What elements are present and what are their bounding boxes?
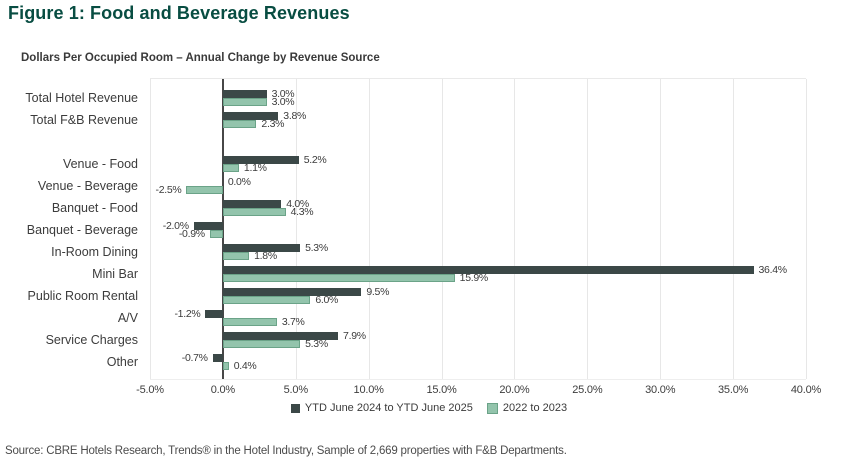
x-tick-label: -5.0% [136, 384, 164, 396]
category-label: Mini Bar [92, 266, 138, 281]
legend-label-2022-2023: 2022 to 2023 [502, 402, 568, 414]
chart-subtitle: Dollars Per Occupied Room – Annual Chang… [21, 52, 380, 64]
x-axis: -5.0% 0.0% 5.0% 10.0% 15.0% 20.0% 25.0% 30.0% 35… [0, 384, 858, 398]
category-label: Total F&B Revenue [30, 112, 138, 127]
bar-ytd [222, 156, 299, 164]
legend-swatch-dark-icon [290, 403, 300, 413]
category-label: Total Hotel Revenue [25, 90, 138, 105]
category-label: Venue - Beverage [37, 178, 138, 193]
category-label: Public Room Rental [27, 288, 138, 303]
bar-ytd [212, 354, 223, 362]
x-tick-label: 30.0% [645, 384, 676, 396]
legend-label-ytd: YTD June 2024 to YTD June 2025 [304, 402, 473, 414]
bar-2022-2023 [222, 98, 267, 106]
value-label: 0.0% [227, 176, 251, 188]
value-label: 1.1% [243, 162, 267, 174]
value-label: -2.0% [162, 220, 189, 232]
value-label: -0.9% [178, 228, 205, 240]
bar-2022-2023 [222, 274, 455, 282]
value-label: 3.8% [283, 110, 307, 122]
bar-ytd [222, 200, 282, 208]
bar-2022-2023 [222, 208, 286, 216]
value-label: 7.9% [343, 330, 366, 342]
x-tick-label: 25.0% [572, 384, 603, 396]
gridline [150, 79, 151, 379]
chart: 3.0% 3.0% 3.8% 2.3% 5.2% 1.1% 0.0% -2.5% 4.0% 4.3… [0, 78, 858, 380]
source-note: Source: CBRE Hotels Research, Trends® in… [5, 445, 567, 457]
gridline [587, 79, 589, 379]
bar-2022-2023 [209, 230, 223, 238]
x-tick-label: 40.0% [790, 384, 822, 396]
value-label: 3.0% [271, 96, 295, 108]
legend-item-2022-2023: 2022 to 2023 [486, 402, 568, 414]
value-label: 36.4% [758, 264, 788, 276]
bar-ytd [222, 332, 339, 340]
bar-2022-2023 [222, 362, 229, 370]
gridline [295, 79, 297, 379]
x-tick-label: 20.0% [499, 384, 530, 396]
value-label: 15.9% [459, 272, 489, 284]
bar-ytd [222, 244, 301, 252]
value-label: -1.2% [174, 308, 201, 320]
bar-2022-2023 [222, 296, 311, 304]
category-label: Other [106, 354, 138, 369]
figure-title: Figure 1: Food and Beverage Revenues [8, 3, 350, 23]
value-label: 9.5% [366, 286, 390, 298]
x-tick-label: 0.0% [210, 384, 236, 396]
x-tick-label: 10.0% [353, 384, 384, 396]
legend-swatch-green-icon [486, 402, 498, 414]
legend: YTD June 2024 to YTD June 2025 2022 to 2… [0, 402, 858, 414]
value-label: 5.2% [303, 154, 327, 166]
bar-2022-2023 [222, 340, 301, 348]
plot-area: 3.0% 3.0% 3.8% 2.3% 5.2% 1.1% 0.0% -2.5% 4.0% 4.3… [150, 78, 807, 380]
bar-ytd [222, 266, 754, 274]
category-label: Venue - Food [62, 156, 138, 171]
bar-2022-2023 [186, 186, 223, 194]
bar-2022-2023 [222, 252, 250, 260]
bar-ytd [222, 90, 267, 98]
bar-ytd [222, 288, 362, 296]
category-label: A/V [117, 310, 138, 325]
category-label: Banquet - Beverage [26, 222, 138, 237]
bar-2022-2023 [222, 164, 239, 172]
zero-axis-line [221, 79, 224, 379]
value-label: 0.4% [233, 360, 257, 372]
value-label: -0.7% [181, 352, 208, 364]
value-label: 6.0% [315, 294, 339, 306]
category-label: Banquet - Food [51, 200, 138, 215]
value-label: 4.0% [286, 198, 309, 210]
value-label: 2.3% [261, 118, 285, 130]
x-tick-label: 15.0% [426, 384, 457, 396]
value-label: -2.5% [155, 184, 182, 196]
bar-2022-2023 [222, 318, 277, 326]
value-label: 5.3% [305, 242, 328, 254]
value-label: 4.3% [290, 206, 314, 218]
value-label: 3.7% [281, 316, 305, 328]
bar-2022-2023 [222, 120, 257, 128]
gridline [368, 79, 370, 379]
category-label: In-Room Dining [51, 244, 138, 259]
x-tick-label: 35.0% [718, 384, 749, 396]
value-label: 5.3% [305, 338, 328, 350]
gridline [660, 79, 662, 379]
gridline [733, 79, 735, 379]
bar-ytd [205, 310, 223, 318]
legend-item-ytd: YTD June 2024 to YTD June 2025 [290, 402, 473, 414]
bar-ytd [222, 112, 279, 120]
gridline [514, 79, 516, 379]
bar-ytd [193, 222, 223, 230]
gridline [806, 79, 807, 379]
category-label: Service Charges [45, 332, 138, 347]
value-label: 3.0% [271, 88, 295, 100]
value-label: 1.8% [254, 250, 277, 262]
x-tick-label: 5.0% [283, 384, 308, 396]
gridline [441, 79, 443, 379]
